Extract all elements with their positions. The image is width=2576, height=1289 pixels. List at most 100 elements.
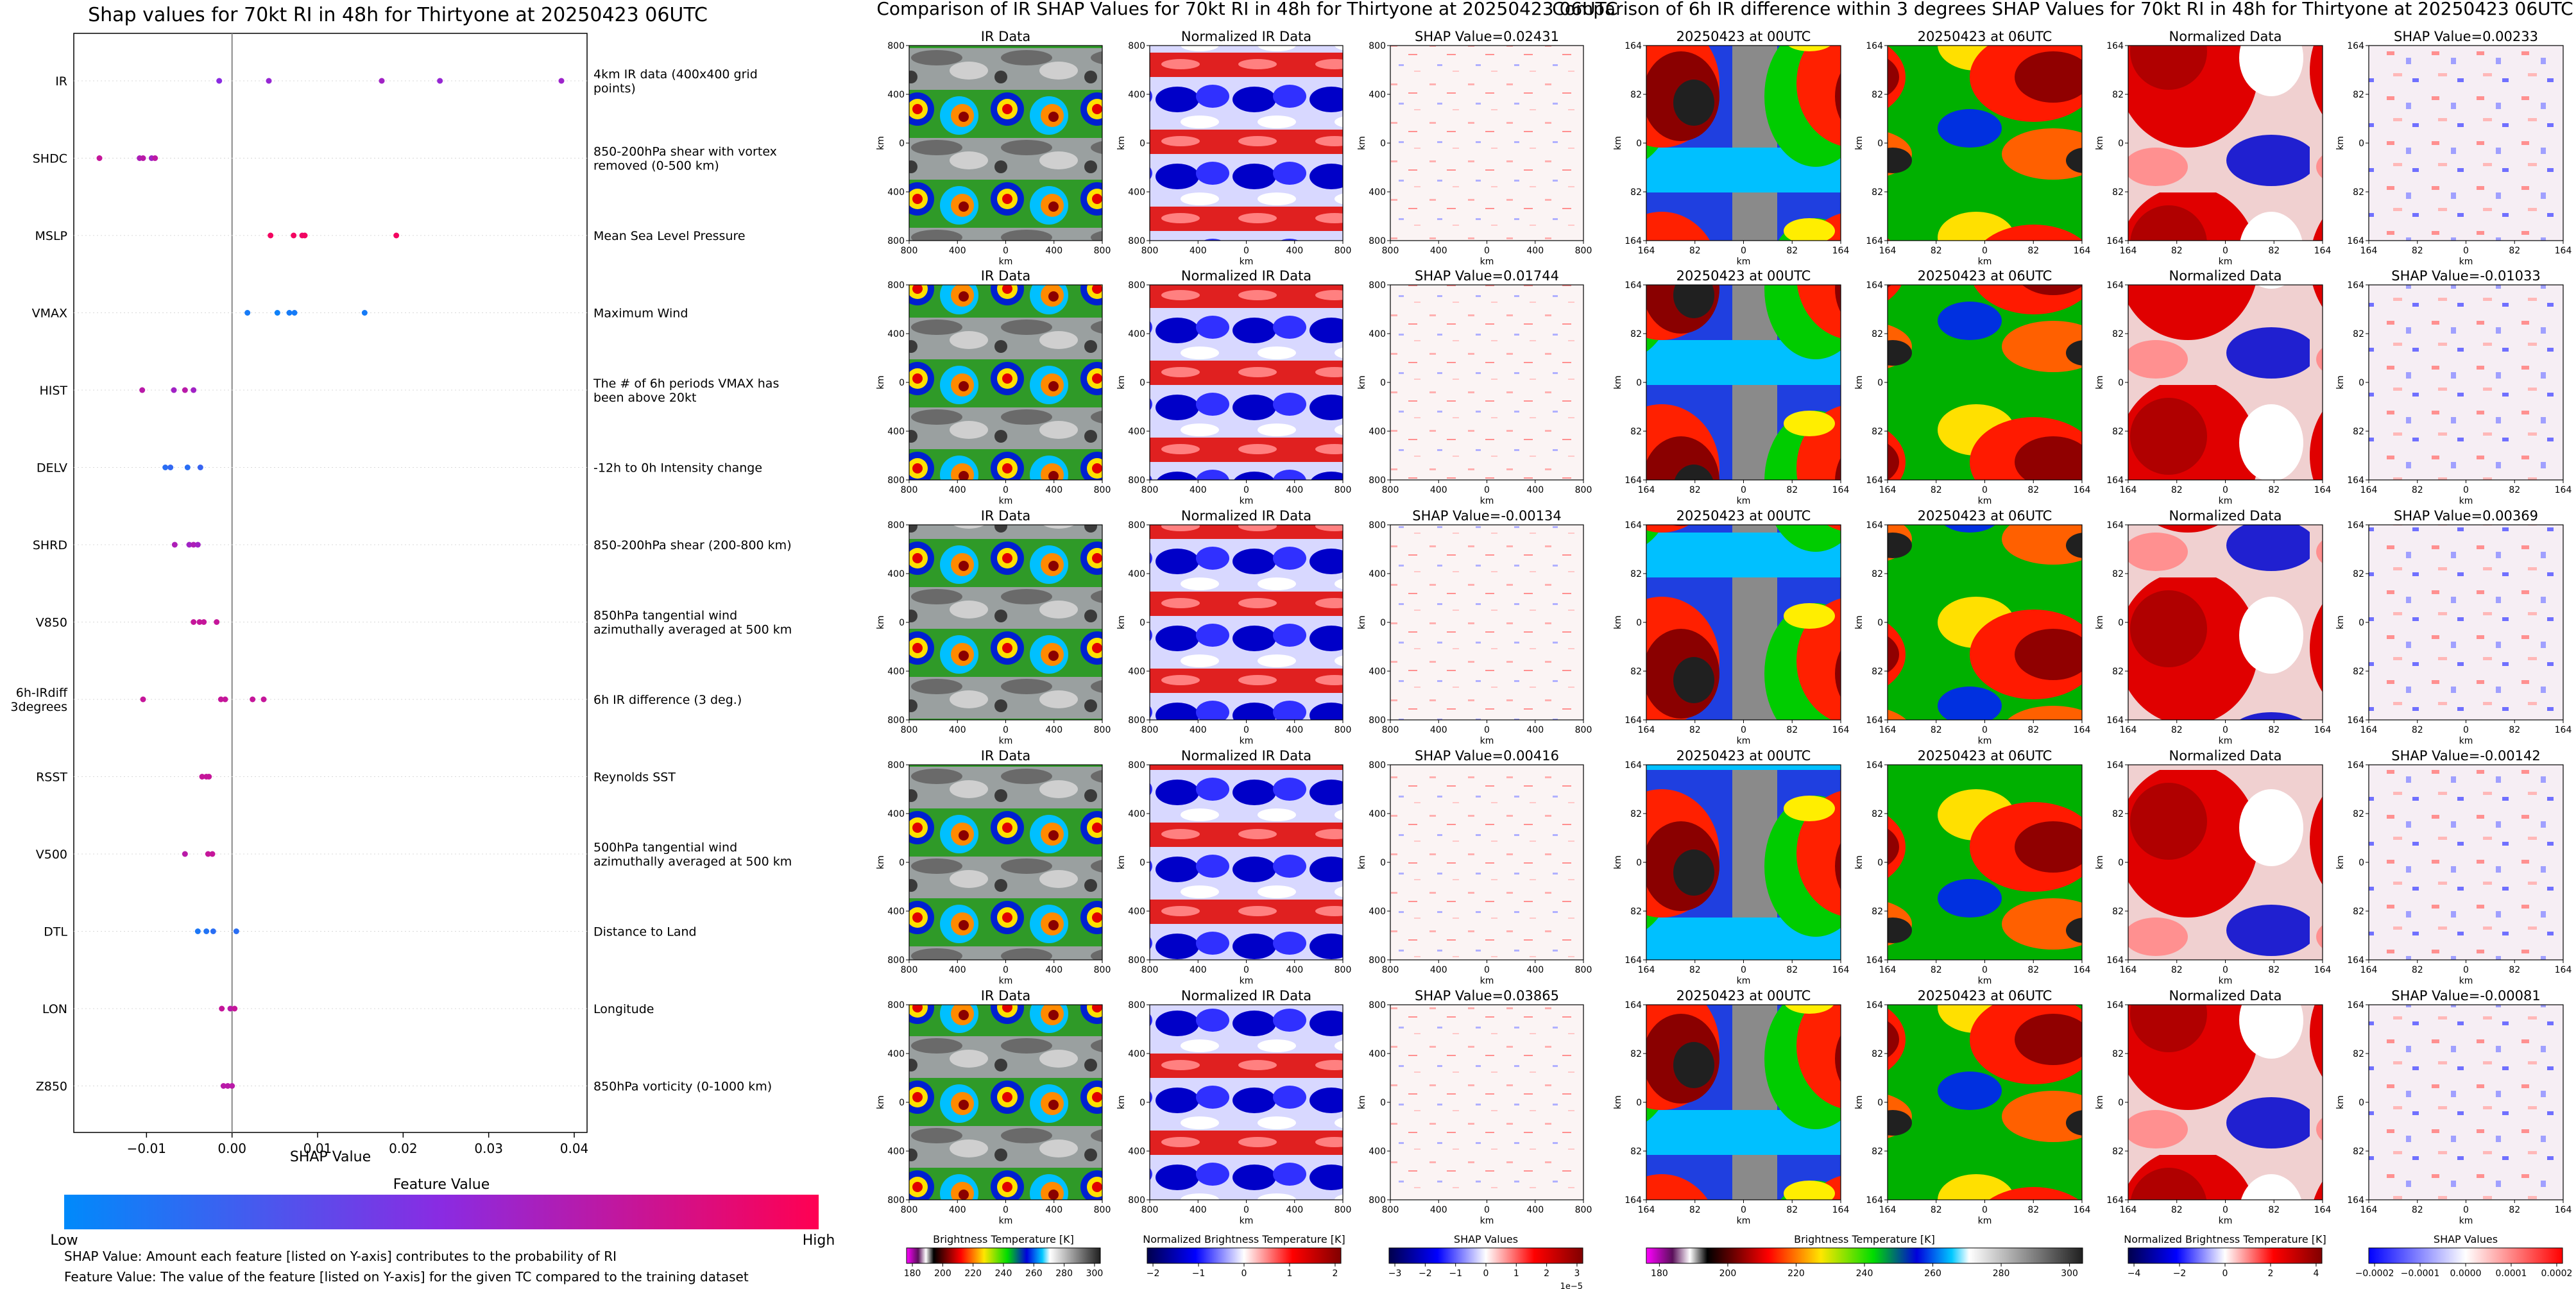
panel-y-tick-label: 0 xyxy=(2358,1098,2364,1108)
panel-xlabel: km xyxy=(1978,496,1992,506)
panel-x-tick-label: 800 xyxy=(1094,485,1111,495)
panel-x-tick-label: 82 xyxy=(2412,246,2423,256)
shap-summary-chart: Shap values for 70kt RI in 48h for Thirt… xyxy=(10,4,835,1285)
panel-xlabel: km xyxy=(1480,1216,1494,1226)
panel-x-tick-label: 82 xyxy=(2171,965,2183,975)
panel-y-tick-label: 164 xyxy=(2347,280,2364,291)
panel-x-tick-label: 800 xyxy=(1575,965,1592,975)
panel-y-tick-label: 164 xyxy=(1866,760,1883,771)
shap-point xyxy=(291,232,297,239)
panel-ylabel: km xyxy=(1613,615,1623,629)
panel-x-tick-label: 0 xyxy=(2222,965,2228,975)
panel-xlabel: km xyxy=(999,496,1013,506)
panel-x-tick-label: 400 xyxy=(1286,1205,1303,1215)
panel-ylabel: km xyxy=(2095,855,2105,869)
panel-x-tick-label: 82 xyxy=(1786,246,1798,256)
panel-y-tick-label: 164 xyxy=(1866,955,1883,966)
panel-ylabel: km xyxy=(1854,855,1864,869)
feature-colorbar xyxy=(64,1195,819,1229)
panel-y-tick-label: 0 xyxy=(2118,858,2124,868)
colorbar-tick-label: 220 xyxy=(964,1268,982,1279)
panel-y-tick-label: 82 xyxy=(2112,187,2124,198)
panel-x-tick-label: 164 xyxy=(1832,246,1850,256)
panel-xlabel: km xyxy=(999,976,1013,986)
colorbar-tick-label: 240 xyxy=(995,1268,1012,1279)
panel-x-tick-label: 82 xyxy=(1931,1205,1942,1215)
panel-y-tick-label: 164 xyxy=(2106,280,2124,291)
panel-image xyxy=(1646,284,1841,481)
shap-point xyxy=(197,465,203,470)
panel-image xyxy=(1887,45,2083,241)
panel-x-tick-label: 82 xyxy=(2027,725,2039,735)
feature-name-label: DELV xyxy=(37,461,67,475)
panel-x-tick-label: 164 xyxy=(2555,485,2572,495)
shap-point xyxy=(194,928,201,934)
panel-xlabel: km xyxy=(2459,1216,2473,1226)
map-panel: SHAP Value=0.038658008004004000040040080… xyxy=(1357,988,1592,1226)
panel-y-tick-label: 0 xyxy=(1877,858,1883,868)
panel-y-tick-label: 0 xyxy=(1380,378,1386,388)
panel-y-tick-label: 0 xyxy=(1636,378,1642,388)
panel-x-tick-label: 400 xyxy=(1286,965,1303,975)
colorbar-tick-label: 4 xyxy=(2313,1268,2319,1279)
panel-y-tick-label: 0 xyxy=(1380,618,1386,628)
panel-y-tick-label: 0 xyxy=(1139,858,1145,868)
colorbar-tick-label: 0 xyxy=(2222,1268,2228,1279)
shap-point xyxy=(171,387,177,393)
panel-xlabel: km xyxy=(2459,496,2473,506)
panel-x-tick-label: 800 xyxy=(1141,965,1159,975)
colorbar-label: Brightness Temperature [K] xyxy=(1794,1233,1935,1245)
panel-image xyxy=(2368,764,2564,960)
feature-colorbar-low: Low xyxy=(50,1233,78,1249)
panel-xlabel: km xyxy=(1978,736,1992,746)
panel-x-tick-label: 164 xyxy=(2360,246,2378,256)
shap-point xyxy=(171,542,178,548)
shap-point xyxy=(437,78,443,84)
panel-image xyxy=(1887,524,2083,721)
map-panel: 20250423 at 06UTC1641648282008282164164k… xyxy=(1854,508,2090,746)
shap-point xyxy=(209,851,216,857)
colorbar: Brightness Temperature [K] 180 200 220 240 26… xyxy=(1646,1233,2083,1279)
panel-x-tick-label: 0 xyxy=(2463,1205,2469,1215)
shap-point xyxy=(140,155,146,161)
feature-name-label: V850 xyxy=(36,616,67,630)
panel-y-tick-label: 82 xyxy=(1872,427,1883,437)
colorbar-tick-label: 2 xyxy=(1544,1268,1549,1279)
panel-y-tick-label: 164 xyxy=(2106,1000,2124,1011)
panel-y-tick-label: 400 xyxy=(1369,569,1386,579)
panel-xlabel: km xyxy=(1240,496,1254,506)
panel-y-tick-label: 164 xyxy=(1866,280,1883,291)
panel-x-tick-label: 0 xyxy=(1003,725,1009,735)
panel-x-tick-label: 800 xyxy=(1575,485,1592,495)
colorbar-tick-label: 260 xyxy=(1025,1268,1043,1279)
panel-x-tick-label: 400 xyxy=(1045,965,1062,975)
panel-x-tick-label: 800 xyxy=(1094,725,1111,735)
panel-y-tick-label: 0 xyxy=(899,618,905,628)
panel-image xyxy=(1887,284,2083,481)
panel-title: Normalized Data xyxy=(2169,268,2282,284)
feature-row: VMAX Maximum Wind xyxy=(32,307,688,321)
feature-name-label: VMAX xyxy=(32,307,67,321)
feature-name-label: LON xyxy=(42,1002,67,1016)
shap-point xyxy=(227,1005,234,1012)
panel-x-tick-label: 0 xyxy=(1243,965,1249,975)
panel-y-tick-label: 800 xyxy=(887,1000,905,1011)
panel-title: SHAP Value=0.02431 xyxy=(1415,29,1559,44)
panel-ylabel: km xyxy=(1357,1095,1367,1109)
panel-x-tick-label: 82 xyxy=(1689,1205,1701,1215)
panel-y-tick-label: 0 xyxy=(1380,858,1386,868)
panel-x-tick-label: 164 xyxy=(2314,1205,2332,1215)
panel-y-tick-label: 800 xyxy=(1128,280,1145,291)
panel-y-tick-label: 400 xyxy=(1128,90,1145,100)
map-panel: SHAP Value=-0.00134800800400400004004008… xyxy=(1357,508,1592,746)
panel-image xyxy=(1149,1004,1343,1200)
map-panel: 20250423 at 06UTC1641648282008282164164k… xyxy=(1854,268,2090,506)
panel-y-tick-label: 800 xyxy=(1128,1195,1145,1206)
panel-y-tick-label: 164 xyxy=(2106,41,2124,51)
colorbar-tick-label: 240 xyxy=(1856,1268,1873,1279)
shap-point xyxy=(260,696,267,703)
panel-y-tick-label: 800 xyxy=(1369,475,1386,486)
panel-y-tick-label: 164 xyxy=(2106,236,2124,246)
panel-x-tick-label: 400 xyxy=(1430,246,1447,256)
panel-y-tick-label: 400 xyxy=(1369,1049,1386,1059)
